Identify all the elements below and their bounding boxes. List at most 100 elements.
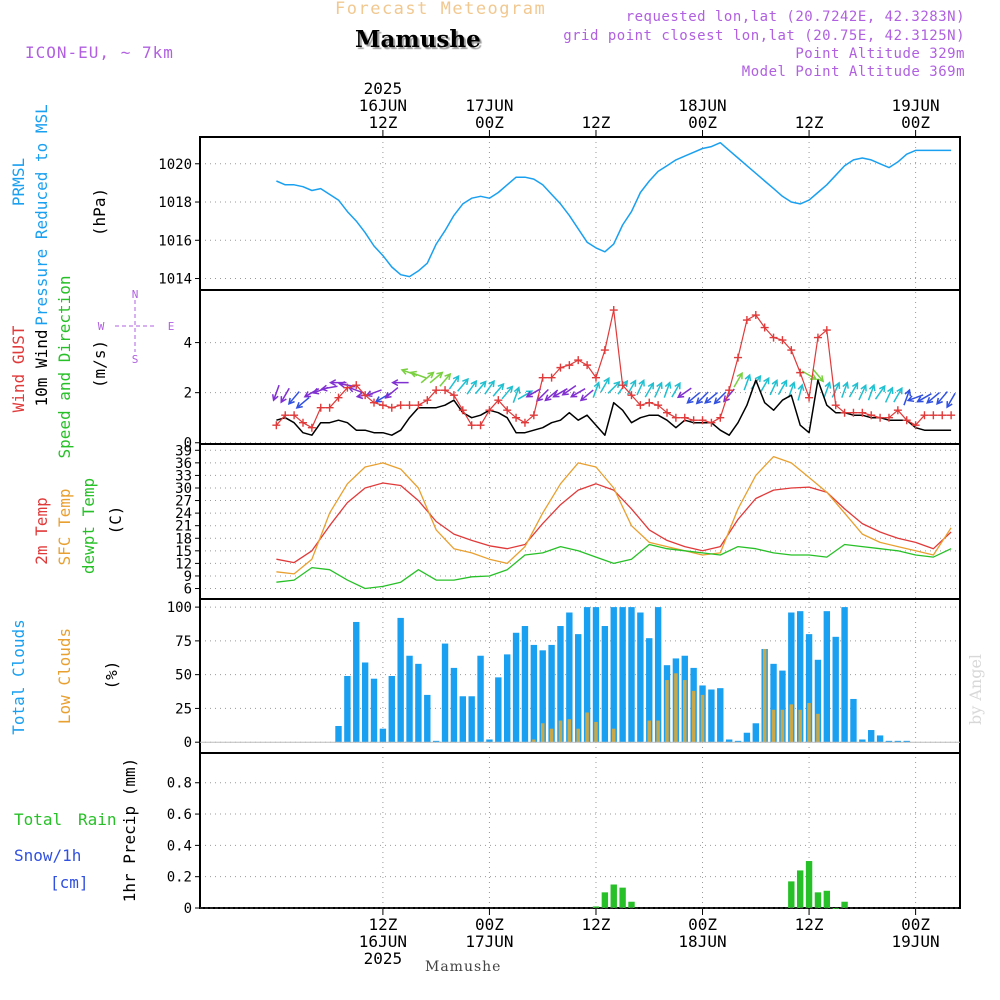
rain-bar [823,890,831,908]
total-cloud-bar [752,723,759,743]
wind-arrow [526,388,542,398]
gust-marker [627,391,636,400]
gust-marker [529,411,538,420]
precip-ytick-label: 0.2 [167,870,192,886]
series-line-dewpt-temp [276,543,952,590]
precip-ytick-label: 0 [184,901,192,917]
wind-arrow-head [817,375,825,383]
gust-marker [920,411,929,420]
gust-marker [867,411,876,420]
temp-dewpt-label: dewpt Temp [79,478,98,574]
wind-arrow [812,368,824,382]
prmsl-label: PRMSL [9,158,28,206]
wind-arrow [607,381,620,394]
low-cloud-bar [700,694,705,743]
gust-marker [760,323,769,332]
wind-arrow-head [704,396,712,404]
wind-arrow [769,380,778,396]
total-cloud-bar [903,740,910,743]
wind-speed-direction-label: Speed and Direction [55,275,74,458]
gust-marker [654,401,663,410]
wind-arrow-head [824,381,832,389]
wind-arrow-head [374,396,382,403]
wind-arrow [671,382,681,398]
gust-marker [938,411,947,420]
wind-arrow [636,380,645,396]
top-time-label: 17JUN [465,96,513,115]
total-cloud-bar [504,654,511,743]
low-cloud-bar [549,728,554,743]
compass-w: W [98,320,105,333]
wind-arrow-head [723,395,730,403]
wind-arrow [848,382,859,398]
temperature-ytick-label: 24 [175,506,192,522]
gust-marker [680,413,689,422]
gust-marker [663,408,672,417]
gridpoint-location: grid point closest lon,lat (20.75E, 42.3… [563,28,965,44]
wind-arrow-head [686,396,694,404]
series-line-wind-gust [275,309,952,429]
total-cloud-bar [868,730,875,743]
compass-s: S [132,353,139,366]
pressure-unit-label: (hPa) [90,188,109,236]
gust-marker [840,408,849,417]
gust-marker [689,416,698,425]
gust-marker [911,421,920,430]
wind-arrow [760,377,770,393]
wind-arrow-head [488,379,495,388]
total-cloud-bar [432,740,440,743]
wind-arrow-head [878,384,886,393]
total-cloud-bar [592,607,600,743]
wind-arrow-head [629,379,637,387]
total-cloud-bar [654,607,662,743]
gust-marker [423,396,432,405]
top-time-label: 16JUN [359,96,407,115]
series-line-sfc-temp [276,455,952,575]
wind-arrow-head [479,380,487,388]
wind-arrow-head [833,381,841,389]
wind-arrow-head [593,381,601,389]
wind-arrow-head [444,372,452,381]
gust-marker [334,393,343,402]
gust-marker [929,411,938,420]
gust-marker [307,423,316,432]
total-cloud-bar [512,632,520,743]
wind-arrow-head [470,379,478,388]
gust-marker [485,406,494,415]
clouds-ytick-label: 75 [175,634,192,650]
wind-arrow-head [400,368,409,375]
wind-arrow-head [674,381,681,390]
temperature-ytick-label: 6 [184,582,192,598]
total-cloud-bar [734,740,742,743]
total-cloud-bar [521,626,529,743]
pressure-ytick-label: 1014 [158,272,192,288]
wind-arrow [492,383,505,397]
gust-marker [671,413,680,422]
wind-arrow-head [384,391,392,399]
low-cloud-bar [532,739,536,743]
wind-10m-label: 10m Wind [32,329,51,406]
gust-marker [538,373,547,382]
rain-bar [619,887,626,908]
wind-arrow-head [713,397,721,405]
total-cloud-bar [450,667,458,743]
low-cloud-bar [691,690,696,743]
wind-arrow [570,388,586,398]
temp-unit-label: (C) [106,506,125,535]
gust-marker [876,413,885,422]
total-cloud-bar [468,696,475,743]
wind-arrow-head [320,384,328,392]
total-cloud-bar [876,735,884,743]
wind-arrow-head [544,394,552,402]
bottom-time-label: 19JUN [892,932,940,951]
wind-arrow-head [409,370,417,378]
bottom-time-label: 2025 [364,949,403,968]
gust-marker [467,421,476,430]
low-cloud-bar [585,712,589,743]
precip-unit-label: 1hr Precip (mm) [120,758,139,903]
gust-marker [858,408,867,417]
low-cloud-bar [683,680,687,743]
total-cloud-bar [788,612,795,743]
wind-arrow [385,386,399,399]
footer-station: Mamushe [425,959,502,975]
